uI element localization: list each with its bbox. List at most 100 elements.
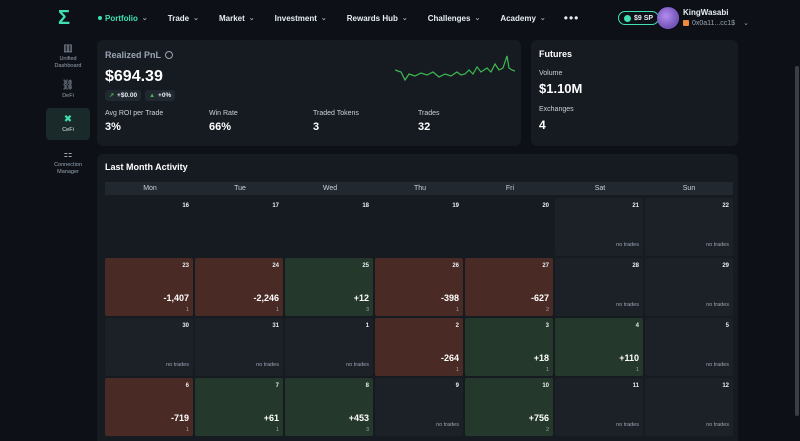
main-nav: Portfolio ⌄ Trade ⌄ Market ⌄ Investment ⌄ Re… [88, 0, 587, 36]
chevron-down-icon: ⌄ [539, 15, 546, 22]
no-trades-label: no trades [436, 422, 459, 428]
user-name[interactable]: KingWasabi [683, 8, 729, 17]
nav-label: Market [218, 13, 245, 23]
calendar-day-cell[interactable]: 6 -719 1 [105, 378, 193, 436]
nav-label: Investment [274, 13, 317, 23]
nav-label: Academy [500, 13, 536, 23]
day-number: 5 [725, 323, 729, 329]
day-number: 3 [545, 323, 549, 329]
stat-label: Trades [418, 110, 440, 117]
delta-abs-chip: ↗ +$0.00 [105, 90, 142, 101]
volume-label: Volume [539, 70, 563, 77]
calendar-day-cell: 20 [465, 198, 553, 256]
calendar-day-cell[interactable]: 29 no trades [645, 258, 733, 316]
calendar-day-cell[interactable]: 28 no trades [555, 258, 643, 316]
calendar-day-cell[interactable]: 22 no trades [645, 198, 733, 256]
day-number: 26 [452, 263, 459, 269]
sidebar-item-unified-dashboard[interactable]: ▥ Unified Dashboard [46, 40, 90, 72]
wallet-address[interactable]: 0x0a11...cc1$ ⌄ [683, 19, 749, 27]
no-trades-label: no trades [616, 422, 639, 428]
nav-investment[interactable]: Investment ⌄ [265, 0, 337, 36]
calendar-day-cell[interactable]: 25 +12 3 [285, 258, 373, 316]
calendar-day-cell[interactable]: 31 no trades [195, 318, 283, 376]
calendar-day-cell[interactable]: 9 no trades [375, 378, 463, 436]
calendar-day-cell[interactable]: 1 no trades [285, 318, 373, 376]
no-trades-label: no trades [346, 362, 369, 368]
calendar-day-cell[interactable]: 30 no trades [105, 318, 193, 376]
calendar-day-cell[interactable]: 2 -264 1 [375, 318, 463, 376]
trade-count: 1 [275, 307, 279, 313]
calendar-day-cell[interactable]: 4 +110 1 [555, 318, 643, 376]
calendar-day-cell[interactable]: 5 no trades [645, 318, 733, 376]
stat-value: 3 [313, 121, 320, 133]
wallet-address-text: 0x0a11...cc1$ [692, 19, 736, 27]
day-pnl: +12 [353, 293, 369, 303]
calendar-day-cell[interactable]: 7 +61 1 [195, 378, 283, 436]
logo-icon[interactable]: Σ [58, 7, 71, 29]
day-pnl: -627 [530, 293, 549, 303]
calendar-day-cell[interactable]: 27 -627 2 [465, 258, 553, 316]
day-number: 9 [455, 383, 459, 389]
day-number: 10 [542, 383, 549, 389]
nav-rewards-hub[interactable]: Rewards Hub ⌄ [337, 0, 418, 36]
eye-icon[interactable] [165, 51, 174, 59]
calendar-day-cell[interactable]: 23 -1,407 1 [105, 258, 193, 316]
day-pnl: -1,407 [163, 293, 189, 303]
active-dot-icon [98, 16, 102, 20]
sp-points-badge[interactable]: $9 SP [618, 11, 660, 25]
trade-count: 1 [275, 427, 279, 433]
day-number: 7 [275, 383, 279, 389]
dashboard-icon: ▥ [63, 42, 73, 54]
no-trades-label: no trades [706, 362, 729, 368]
stat-avg-roi: Avg ROI per Trade 3% [105, 110, 163, 133]
calendar-day-cell[interactable]: 8 +453 3 [285, 378, 373, 436]
pnl-title: Realized PnL [105, 50, 174, 60]
stat-win-rate: Win Rate 66% [209, 110, 238, 133]
calendar-day-cell[interactable]: 12 no trades [645, 378, 733, 436]
scrollbar[interactable] [794, 36, 800, 441]
sidebar-item-connection-manager[interactable]: ⚏ Connection Manager [46, 142, 90, 182]
calendar-day-cell: 19 [375, 198, 463, 256]
day-pnl: -398 [440, 293, 459, 303]
more-menu-icon[interactable]: ••• [563, 11, 580, 25]
activity-title: Last Month Activity [105, 162, 188, 172]
scrollbar-thumb[interactable] [795, 66, 799, 416]
nav-label: Rewards Hub [346, 13, 398, 23]
wallet-icon [683, 20, 689, 26]
sidebar-item-cefi[interactable]: ✖ CeFi [46, 108, 90, 140]
nav-challenges[interactable]: Challenges ⌄ [418, 0, 491, 36]
sidebar-item-label: Unified Dashboard [54, 55, 82, 69]
nav-trade[interactable]: Trade ⌄ [158, 0, 209, 36]
exchanges-value: 4 [539, 118, 546, 132]
calendar-day-cell[interactable]: 11 no trades [555, 378, 643, 436]
day-pnl: +18 [533, 353, 549, 363]
day-pnl: +110 [619, 353, 639, 363]
nav-academy[interactable]: Academy ⌄ [490, 0, 555, 36]
nav-portfolio[interactable]: Portfolio ⌄ [88, 0, 158, 36]
calendar-day-cell[interactable]: 24 -2,246 1 [195, 258, 283, 316]
calendar-day-cell: 18 [285, 198, 373, 256]
trade-count: 1 [455, 307, 459, 313]
calendar-day-cell[interactable]: 10 +756 2 [465, 378, 553, 436]
trade-count: 1 [635, 367, 639, 373]
sidebar: ▥ Unified Dashboard ⛓ DeFi ✖ CeFi ⚏ Conn… [46, 40, 90, 184]
volume-value: $1.10M [539, 81, 583, 96]
day-number: 11 [632, 383, 639, 389]
nav-market[interactable]: Market ⌄ [209, 0, 265, 36]
weekday-header: Fri [465, 182, 555, 195]
weekday-header: Sun [645, 182, 733, 195]
calendar-day-cell[interactable]: 3 +18 1 [465, 318, 553, 376]
nav-label: Trade [167, 13, 190, 23]
day-number: 17 [272, 203, 279, 209]
cefi-icon: ✖ [63, 114, 73, 125]
avatar[interactable] [657, 7, 679, 29]
calendar-day-cell[interactable]: 21 no trades [555, 198, 643, 256]
calendar-day-cell[interactable]: 26 -398 1 [375, 258, 463, 316]
day-number: 22 [722, 203, 729, 209]
no-trades-label: no trades [616, 302, 639, 308]
chevron-down-icon: ⌄ [474, 15, 481, 22]
sidebar-item-label: Connection Manager [54, 161, 82, 175]
sparkline-line [395, 55, 515, 82]
chevron-down-icon: ⌄ [193, 15, 199, 22]
sidebar-item-defi[interactable]: ⛓ DeFi [46, 74, 90, 106]
